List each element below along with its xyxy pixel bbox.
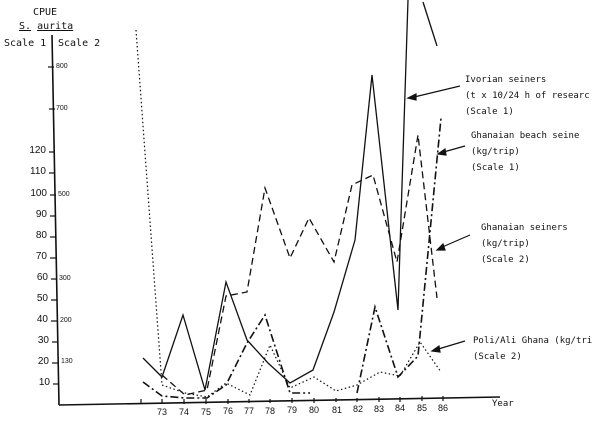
y2-tick-label: 800 [56, 63, 68, 70]
series-ivorian-seiners [142, 0, 409, 391]
y2-tick-label: 130 [61, 358, 73, 365]
species-abbr: S. [19, 21, 32, 32]
x-tick-label: 81 [332, 405, 343, 415]
x-tick-marks [140, 396, 444, 404]
x-axis-label: Year [492, 399, 514, 409]
x-axis [58, 396, 501, 406]
legend-ghseiners-unit: (kg/trip) [481, 239, 530, 249]
y1-tick-label: 100 [30, 188, 47, 199]
legend-beach-scale: (Scale 1) [471, 163, 520, 173]
series-ghanaian-seiners [142, 313, 310, 399]
legend-ghanaian-beach-seine: Ghanaian beach seine (kg/trip) (Scale 1) [471, 128, 579, 176]
legend-ghseiners-title: Ghanaian seiners [481, 223, 568, 233]
y1-tick-label: 20 [37, 356, 49, 367]
legend-ivorian-scale: (Scale 1) [465, 107, 514, 117]
y2-tick-label: 500 [58, 191, 70, 198]
y1-tick-label: 40 [36, 314, 48, 325]
y-axis-title: CPUE [33, 7, 58, 18]
y-axis [51, 34, 60, 406]
x-tick-label: 76 [223, 406, 234, 416]
x-tick-label: 84 [395, 403, 406, 413]
legend-ghseiners-scale: (Scale 2) [481, 255, 530, 265]
y1-tick-marks [48, 66, 59, 385]
x-tick-label: 80 [309, 405, 320, 415]
legend-ivorian-seiners: Ivorian seiners (t x 10/24 h of researc … [465, 72, 590, 120]
x-tick-label: 78 [265, 406, 276, 416]
y2-tick-label: 200 [60, 317, 72, 324]
y2-tick-label: 700 [56, 105, 68, 112]
x-tick-label: 85 [417, 403, 428, 413]
y1-tick-label: 30 [37, 335, 49, 346]
legend-ivorian-unit: (t x 10/24 h of researc [465, 91, 590, 101]
scale1-label: Scale 1 [4, 38, 47, 49]
y1-tick-label: 10 [38, 377, 50, 388]
x-tick-label: 83 [374, 404, 385, 414]
x-tick-label: 77 [244, 406, 255, 416]
y1-tick-label: 50 [36, 293, 48, 304]
y1-tick-label: 80 [35, 230, 47, 241]
series-ghanaian-beach-seine [161, 134, 438, 396]
x-tick-label: 73 [157, 407, 168, 417]
y1-tick-label: 110 [30, 166, 46, 177]
y1-tick-label: 70 [35, 251, 47, 262]
y1-tick-label: 90 [35, 209, 47, 220]
legend-poli-ali: Poli/Ali Ghana (kg/tri (Scale 2) [473, 333, 592, 365]
x-tick-label: 74 [179, 407, 190, 417]
legend-arrows [406, 85, 471, 353]
series-poli-ali [135, 29, 442, 398]
legend-poli-scale: (Scale 2) [473, 352, 522, 362]
x-tick-label: 75 [201, 407, 212, 417]
species-name: aurita [37, 21, 74, 32]
legend-ivorian-title: Ivorian seiners [465, 75, 547, 85]
x-tick-label: 82 [353, 404, 364, 414]
y1-tick-label: 60 [36, 272, 48, 283]
y2-tick-label: 300 [59, 275, 71, 282]
legend-ghanaian-seiners: Ghanaian seiners (kg/trip) (Scale 2) [481, 220, 568, 268]
x-tick-label: 86 [438, 403, 449, 413]
series-ghanaian-seiners-late [356, 117, 442, 394]
legend-poli-title: Poli/Ali Ghana (kg/tri [473, 336, 593, 346]
legend-beach-title: Ghanaian beach seine [471, 131, 580, 141]
x-tick-label: 79 [287, 405, 298, 415]
legend-beach-unit: (kg/trip) [471, 147, 520, 157]
series-ivorian-seiners-offscale [422, 1, 438, 47]
scale2-label: Scale 2 [58, 38, 101, 49]
y1-tick-label: 120 [29, 145, 46, 156]
species-label: S. aurita [19, 21, 73, 32]
